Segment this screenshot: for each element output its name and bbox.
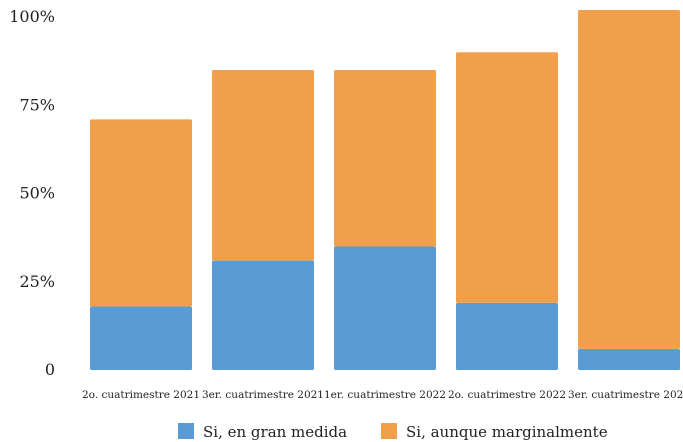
x-category-label: 1er. cuatrimestre 2022 [324,389,446,401]
plot-area [90,9,680,370]
x-axis: 2o. cuatrimestre 2021 3er. cuatrimestre 2… [82,389,683,401]
legend-swatch [178,423,194,439]
y-tick-label: 100% [9,7,55,26]
legend-label: Si, en gran medida [203,423,347,441]
x-category-label: 2o. cuatrimestre 2022 [448,389,566,401]
x-category-label: 3er. cuatrimestre 2021 [202,389,324,401]
legend-swatch [381,423,397,439]
y-tick-label: 0 [45,360,55,379]
y-tick-label: 75% [19,95,55,114]
bar-segment-marginalmente [90,119,192,307]
legend: Si, en gran medida Si, aunque marginalmen… [178,423,608,441]
y-tick-label: 50% [19,184,55,203]
bar-segment-marginalmente [334,69,436,247]
legend-item: Si, en gran medida [178,423,347,441]
bar-segment-gran-medida [212,260,314,370]
legend-item: Si, aunque marginalmente [381,423,608,441]
x-category-label: 2o. cuatrimestre 2021 [82,389,200,401]
bar-segment-marginalmente [212,69,314,261]
x-category-label: 3er. cuatrimestre 2022 [568,389,683,401]
bar-segment-gran-medida [456,302,558,370]
legend-label: Si, aunque marginalmente [406,423,608,441]
bar-segment-gran-medida [578,348,680,370]
y-tick-label: 25% [19,272,55,291]
bar-segment-marginalmente [578,9,680,349]
bar-segment-gran-medida [334,246,436,370]
y-axis: 0 25% 50% 75% 100% [9,7,55,379]
bar-segment-marginalmente [456,52,558,303]
bar-segment-gran-medida [90,306,192,370]
